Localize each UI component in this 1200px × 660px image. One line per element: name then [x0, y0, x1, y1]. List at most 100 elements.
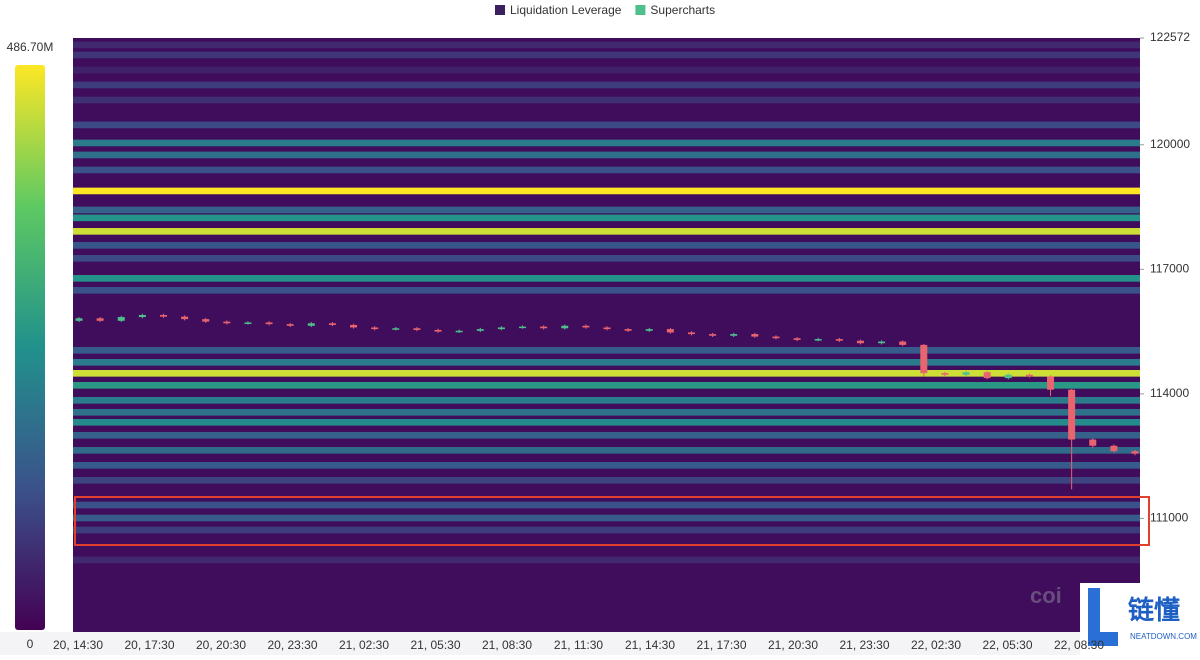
heatmap-band — [73, 346, 1140, 354]
heatmap-band — [73, 287, 1140, 294]
candle-body — [1131, 451, 1139, 454]
candle-body — [75, 318, 83, 321]
logo: 链懂 NEATDOWN.COM — [1080, 583, 1200, 655]
legend-label: Liquidation Leverage — [510, 3, 622, 17]
candle-body — [286, 324, 294, 326]
candle-body — [709, 334, 717, 336]
candle-body — [793, 338, 801, 340]
logo-subtitle: NEATDOWN.COM — [1130, 632, 1197, 641]
heatmap-band — [73, 556, 1140, 564]
candle-body — [392, 328, 400, 330]
y-tick-label: 122572 — [1150, 30, 1190, 44]
candle-body — [878, 341, 886, 344]
candle-body — [1025, 374, 1033, 377]
legend-label: Supercharts — [650, 3, 715, 17]
heatmap-band — [73, 206, 1140, 214]
x-tick-label: 22, 02:30 — [911, 638, 961, 652]
x-tick-label: 21, 17:30 — [696, 638, 746, 652]
candle-body — [856, 340, 864, 344]
candle-body — [519, 326, 527, 329]
candle-body — [624, 329, 632, 331]
candle-body — [1004, 374, 1012, 379]
heatmap-band — [73, 358, 1140, 366]
y-tick-label: 111000 — [1150, 511, 1189, 525]
candle-body — [899, 341, 907, 345]
heatmap-band — [73, 51, 1140, 59]
candle-body — [561, 325, 569, 329]
heatmap-band — [73, 526, 1140, 534]
candle-body — [962, 372, 970, 375]
candle-body — [202, 319, 210, 322]
candle-body — [413, 328, 421, 330]
candle-body — [181, 316, 189, 320]
legend-swatch — [495, 5, 505, 15]
candle-body — [159, 314, 167, 317]
heatmap-band — [73, 275, 1140, 282]
candle-body — [497, 327, 505, 330]
candle-body — [941, 373, 949, 375]
candle-body — [96, 318, 104, 321]
candle-body — [603, 327, 611, 330]
candle-body — [434, 329, 442, 332]
heatmap-band — [73, 255, 1140, 262]
candle-body — [328, 323, 336, 325]
heatmap-band — [73, 514, 1140, 522]
heatmap-band — [73, 66, 1140, 74]
candle-body — [1047, 376, 1055, 390]
candle-body — [138, 314, 146, 318]
heatmap-band — [73, 381, 1140, 389]
candle-body — [582, 325, 590, 328]
candles — [75, 313, 1139, 490]
candle-body — [645, 329, 653, 331]
colorbar-tick-label: 486.70M — [7, 40, 54, 54]
heatmap-band — [73, 501, 1140, 509]
heatmap-band — [73, 214, 1140, 222]
heatmap-band — [73, 431, 1140, 439]
heatmap-band — [73, 96, 1140, 104]
candle-body — [265, 322, 273, 325]
x-tick-label: 22, 08:30 — [1054, 638, 1104, 652]
x-tick-label: 21, 20:30 — [768, 638, 818, 652]
candle-body — [350, 324, 358, 328]
heatmap-band — [73, 242, 1140, 249]
heatmap-band — [73, 408, 1140, 416]
candle-body — [730, 334, 738, 336]
candle-body — [1089, 439, 1097, 446]
logo-title: 链懂 — [1128, 595, 1180, 625]
colorbar-tick-label: 0 — [27, 637, 34, 651]
x-tick-label: 22, 05:30 — [982, 638, 1032, 652]
candle-body — [983, 372, 991, 379]
x-tick-label: 20, 23:30 — [267, 638, 317, 652]
y-tick-label: 114000 — [1150, 386, 1189, 400]
candle-body — [835, 339, 843, 341]
candle-body — [244, 322, 252, 324]
x-tick-label: 20, 17:30 — [124, 638, 174, 652]
heatmap-band — [73, 187, 1140, 195]
heatmap-band — [73, 166, 1140, 174]
x-tick-label: 21, 08:30 — [482, 638, 532, 652]
heatmap-band — [73, 418, 1140, 426]
candle-body — [751, 334, 759, 337]
candle-body — [1110, 445, 1118, 452]
heatmap-band — [73, 121, 1140, 129]
legend: Liquidation Leverage Supercharts — [495, 3, 715, 17]
x-tick-label: 20, 14:30 — [53, 638, 103, 652]
heatmap-band — [73, 151, 1140, 159]
candle-body — [455, 330, 463, 333]
candle-body — [666, 329, 674, 333]
heatmap-band — [73, 396, 1140, 404]
candle-body — [476, 329, 484, 331]
heatmap-band — [73, 228, 1140, 235]
colorbar — [15, 65, 45, 630]
candle-body — [540, 326, 548, 329]
y-tick-label: 120000 — [1150, 137, 1190, 151]
heatmap — [73, 41, 1140, 564]
legend-swatch — [635, 5, 646, 15]
x-tick-label: 21, 14:30 — [625, 638, 675, 652]
x-tick-label: 21, 02:30 — [339, 638, 389, 652]
candle-body — [772, 336, 780, 339]
heatmap-band — [73, 369, 1140, 377]
x-tick-label: 21, 11:30 — [554, 638, 603, 652]
heatmap-band — [73, 139, 1140, 147]
